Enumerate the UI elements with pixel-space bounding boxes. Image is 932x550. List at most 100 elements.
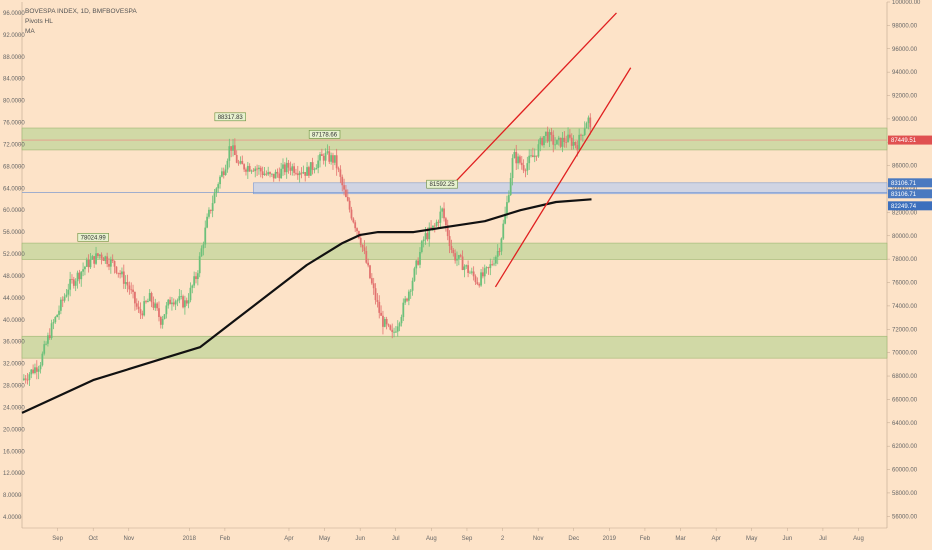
candle-body <box>180 296 183 298</box>
candle-body <box>491 264 494 266</box>
candle-body <box>528 155 531 164</box>
candle-body <box>589 117 592 128</box>
candle-body <box>37 369 40 372</box>
right-tick-label: 64000.00 <box>892 421 918 427</box>
right-tick-label: 80000.00 <box>892 234 918 240</box>
candle-body <box>50 323 53 339</box>
candle-body <box>193 276 196 286</box>
left-tick-label: 8.0000 <box>3 493 22 499</box>
candle-body <box>158 308 160 317</box>
candle-body <box>345 189 347 198</box>
candle-body <box>95 253 97 264</box>
candle-body <box>333 155 336 163</box>
left-tick-label: 72.0000 <box>3 142 25 148</box>
candle-body <box>326 151 329 153</box>
candle-body <box>61 299 64 301</box>
candle-body <box>346 197 349 201</box>
x-tick-label: Jul <box>819 536 827 542</box>
candle-body <box>581 134 584 136</box>
left-tick-label: 28.0000 <box>3 384 25 390</box>
candle-body <box>89 259 92 268</box>
candle-body <box>374 288 377 301</box>
candle-body <box>443 208 445 219</box>
x-tick-label: Feb <box>640 536 651 542</box>
candle-body <box>235 155 238 163</box>
candle-body <box>576 145 579 151</box>
candle-body <box>146 301 149 303</box>
candle-body <box>156 303 159 309</box>
left-tick-label: 80.0000 <box>3 99 25 105</box>
candle-body <box>544 131 547 137</box>
indicator-ma[interactable]: MA <box>25 28 35 35</box>
candle-body <box>511 158 514 179</box>
candle-body <box>478 284 481 286</box>
left-tick-label: 36.0000 <box>3 340 25 346</box>
left-tick-label: 4.0000 <box>3 515 22 521</box>
candle-body <box>63 296 66 301</box>
candle-body <box>293 166 296 173</box>
candle-body <box>154 303 157 308</box>
candle-body <box>243 164 246 170</box>
candle-body <box>461 256 464 270</box>
candle-body <box>222 171 225 176</box>
candle-body <box>339 169 342 177</box>
candle-body <box>137 306 140 310</box>
candle-body <box>372 283 375 289</box>
candle-body <box>189 287 192 301</box>
candle-body <box>522 165 525 171</box>
candle-body <box>317 160 320 168</box>
candle-body <box>494 256 497 264</box>
x-tick-label: Jun <box>355 536 365 542</box>
candle-body <box>167 299 170 306</box>
candle-body <box>143 301 146 316</box>
candle-body <box>498 251 501 252</box>
candle-body <box>387 324 390 326</box>
candle-body <box>148 292 151 302</box>
zone-supply-demand-3 <box>21 335 888 359</box>
candle-body <box>43 344 46 354</box>
right-tick-label: 82000.00 <box>892 210 918 216</box>
candle-body <box>206 216 209 228</box>
candle-body <box>100 254 103 259</box>
candle-body <box>343 185 345 190</box>
x-tick-label: Aug <box>426 536 437 542</box>
candle-body <box>435 221 438 226</box>
candle-body <box>269 172 271 174</box>
x-tick-label: Mar <box>675 536 685 542</box>
left-tick-label: 76.0000 <box>3 121 25 127</box>
candle-body <box>172 302 175 305</box>
candle-body <box>469 272 471 274</box>
candle-body <box>420 241 423 252</box>
candle-body <box>419 251 421 265</box>
candle-body <box>563 137 566 142</box>
candle-body <box>163 314 166 319</box>
candle-body <box>546 131 549 142</box>
candle-body <box>256 168 258 170</box>
candle-body <box>85 259 88 267</box>
candle-body <box>32 369 35 373</box>
candle-body <box>319 154 321 161</box>
candle-body <box>320 154 323 156</box>
candle-body <box>132 289 134 292</box>
moving-average-line <box>21 198 592 414</box>
candle-body <box>250 170 253 172</box>
candle-body <box>174 301 177 305</box>
candle-body <box>254 168 257 172</box>
indicator-pivots[interactable]: Pivots HL <box>25 18 53 25</box>
candle-body <box>533 155 536 158</box>
candle-body <box>82 269 84 272</box>
candle-body <box>71 278 73 280</box>
candle-body <box>459 255 462 257</box>
candle-body <box>30 369 33 375</box>
candle-body <box>557 137 560 140</box>
candle-body <box>561 137 564 147</box>
candle-body <box>572 141 575 146</box>
candle-body <box>261 171 264 176</box>
candle-body <box>211 203 214 211</box>
candle-body <box>304 172 307 176</box>
candle-body <box>228 146 231 161</box>
candle-body <box>439 211 442 223</box>
candle-body <box>278 173 281 179</box>
candle-body <box>176 300 179 302</box>
